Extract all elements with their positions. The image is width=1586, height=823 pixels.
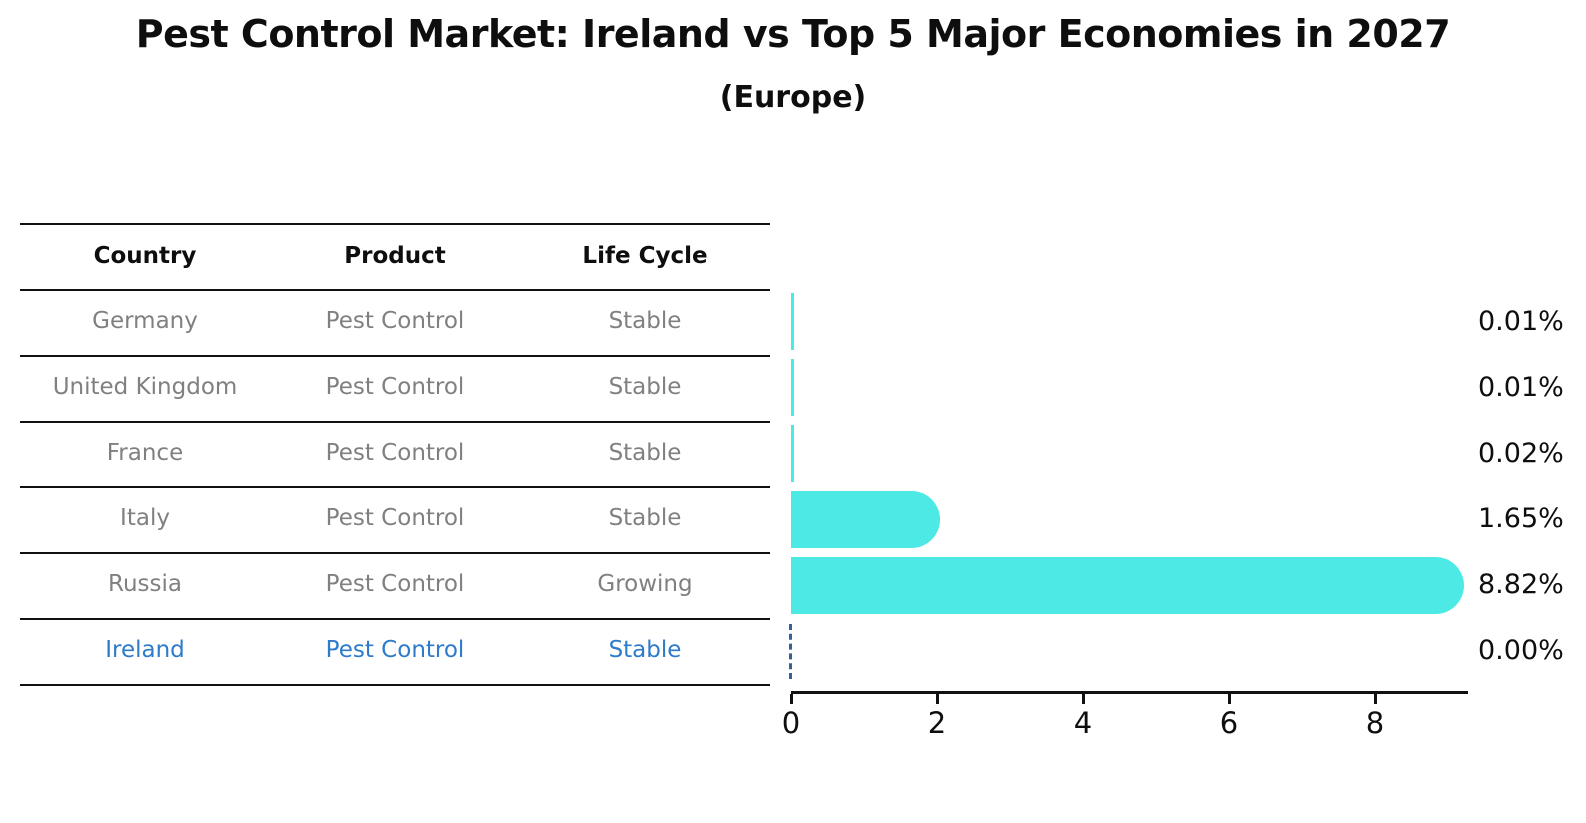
bar-italy	[791, 490, 941, 548]
bar-value-label: 0.01%	[1478, 371, 1564, 403]
table-row-rule	[20, 552, 770, 554]
highlight-zero-marker	[789, 623, 792, 679]
table-row-rule	[20, 289, 770, 291]
table-cell-country: Russia	[108, 571, 182, 598]
bar-value-label: 1.65%	[1478, 503, 1564, 535]
table-cell-product: Pest Control	[325, 505, 465, 532]
x-axis-tick-label: 0	[781, 706, 801, 740]
x-axis-tick-label: 2	[927, 706, 947, 740]
bar-value-label: 8.82%	[1478, 569, 1564, 601]
table-cell-product: Pest Control	[325, 637, 465, 664]
table-cell-product: Pest Control	[325, 571, 465, 598]
x-axis-tick-label: 4	[1073, 706, 1093, 740]
table-bottom-rule	[20, 684, 770, 686]
table-cell-life-cycle: Growing	[597, 571, 693, 598]
chart-title: Pest Control Market: Ireland vs Top 5 Ma…	[135, 12, 1451, 56]
x-axis-tick	[1373, 694, 1377, 704]
bar-france	[791, 425, 794, 483]
bar-value-label: 0.00%	[1478, 635, 1564, 667]
table-row-rule	[20, 421, 770, 423]
x-axis-tick	[789, 694, 793, 704]
table-cell-country: Ireland	[105, 637, 185, 664]
bar-value-label: 0.02%	[1478, 437, 1564, 469]
table-cell-life-cycle: Stable	[608, 439, 682, 466]
x-axis-tick-label: 6	[1219, 706, 1239, 740]
table-cell-country: United Kingdom	[52, 373, 238, 400]
bar-germany	[791, 293, 794, 351]
table-top-rule	[20, 223, 770, 225]
chart-subtitle: (Europe)	[719, 80, 867, 115]
x-axis-tick-label: 8	[1365, 706, 1385, 740]
table-cell-life-cycle: Stable	[608, 505, 682, 532]
x-axis-line	[791, 691, 1468, 694]
bar-russia	[791, 556, 1464, 614]
x-axis-tick	[1227, 694, 1231, 704]
table-row-rule	[20, 486, 770, 488]
table-cell-product: Pest Control	[325, 308, 465, 334]
table-row-rule	[20, 618, 770, 620]
table-cell-product: Pest Control	[325, 439, 465, 466]
column-header-country: Country	[93, 243, 197, 269]
table-cell-country: France	[106, 439, 184, 466]
bar-united-kingdom	[791, 359, 794, 417]
column-header-life-cycle: Life Cycle	[582, 243, 708, 269]
table-cell-life-cycle: Stable	[608, 373, 682, 400]
x-axis-tick	[1081, 694, 1085, 704]
bar-value-label: 0.01%	[1478, 306, 1564, 337]
table-cell-country: Germany	[92, 308, 198, 334]
table-row-rule	[20, 355, 770, 357]
table-cell-country: Italy	[120, 505, 170, 532]
table-cell-product: Pest Control	[325, 373, 465, 400]
x-axis-tick	[935, 694, 939, 704]
table-cell-life-cycle: Stable	[608, 637, 682, 664]
table-cell-life-cycle: Stable	[608, 308, 682, 334]
column-header-product: Product	[344, 243, 446, 269]
